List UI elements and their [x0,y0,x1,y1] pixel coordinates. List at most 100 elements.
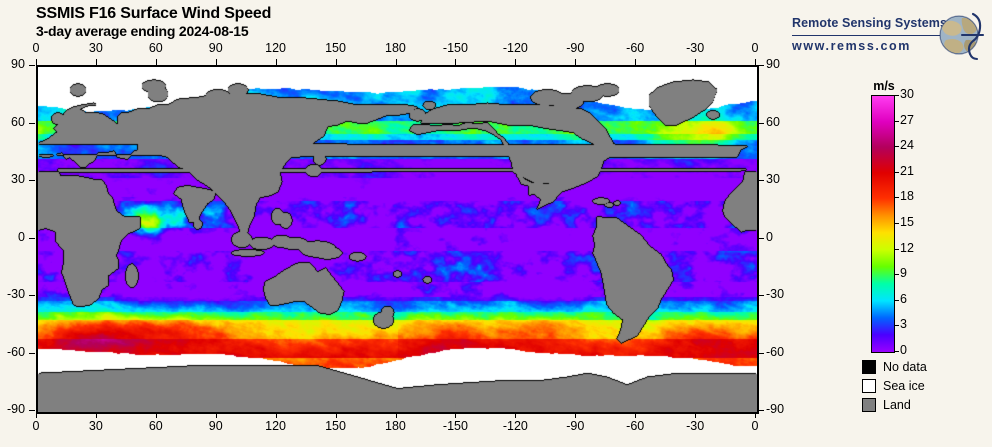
colorbar-tick [894,274,899,275]
lat-tick-left [29,123,35,124]
lon-tick-label-top: 0 [751,41,759,55]
logo-divider [792,35,940,36]
wind-speed-raster [38,67,757,412]
lon-tick-bottom [336,412,337,418]
lon-tick-bottom [515,412,516,418]
colorbar-tick-label: 0 [900,343,907,357]
lon-tick-label-bottom: -90 [566,419,585,433]
lon-tick-label-top: -30 [686,41,705,55]
colorbar [871,95,895,353]
colorbar-tick [894,351,899,352]
colorbar-tick-label: 21 [900,163,914,178]
lon-tick-label-bottom: 0 [32,419,40,433]
legend-swatch [862,378,876,393]
colorbar-tick-label: 24 [900,138,914,153]
lon-tick-bottom [635,412,636,418]
lon-tick-top [336,59,337,65]
colorbar-tick [894,95,899,96]
lon-tick-bottom [396,412,397,418]
colorbar-tick [894,197,899,198]
lon-tick-bottom [156,412,157,418]
lon-tick-label-top: -60 [626,41,645,55]
lon-tick-label-bottom: 180 [385,419,406,433]
page-title: SSMIS F16 Surface Wind Speed [36,5,272,22]
lat-tick-label-right: -30 [766,287,785,301]
lon-tick-label-bottom: 150 [325,419,346,433]
lon-tick-label-top: -150 [442,41,468,55]
lon-tick-label-bottom: -150 [442,419,468,433]
colorbar-tick-label: 9 [900,266,907,281]
lat-tick-right [758,353,764,354]
lon-tick-label-top: 180 [385,41,406,55]
lon-tick-bottom [96,412,97,418]
colorbar-unit-label: m/s [873,79,895,93]
colorbar-tick-label: 30 [900,87,914,101]
logo-company-name: Remote Sensing Systems [792,16,948,30]
lat-tick-left [29,295,35,296]
colorbar-tick [894,300,899,301]
lat-tick-label-left: 90 [11,57,25,71]
lat-tick-label-left: -30 [7,287,26,301]
lon-tick-bottom [695,412,696,418]
lon-tick-bottom [455,412,456,418]
lat-tick-right [758,238,764,239]
lat-tick-right [758,123,764,124]
legend-label: Sea ice [883,378,925,393]
colorbar-tick [894,249,899,250]
lon-tick-top [695,59,696,65]
legend-swatch [862,359,876,374]
legend-label: Land [883,397,911,412]
lon-tick-label-bottom: 30 [88,419,103,433]
lon-tick-top [396,59,397,65]
lat-tick-label-right: 90 [766,57,780,71]
lon-tick-top [36,59,37,65]
colorbar-tick [894,121,899,122]
lat-tick-right [758,65,764,66]
lon-tick-label-top: -120 [502,41,528,55]
wind-speed-map[interactable] [36,65,759,414]
colorbar-tick-label: 15 [900,215,914,229]
lat-tick-label-left: -60 [7,344,26,359]
lon-tick-label-bottom: -120 [502,419,528,433]
legend-item: Sea ice [862,376,927,395]
lon-tick-top [156,59,157,65]
colorbar-tick-label: 6 [900,291,907,306]
lon-tick-label-bottom: 120 [265,419,287,433]
lon-tick-label-bottom: -30 [686,419,705,433]
lat-tick-label-left: 60 [11,114,25,129]
lat-tick-left [29,410,35,411]
colorbar-tick-label: 12 [900,240,914,255]
lat-tick-right [758,410,764,411]
lat-tick-label-left: 0 [18,229,25,244]
legend-item: No data [862,357,927,376]
colorbar-tick [894,172,899,173]
lat-tick-right [758,180,764,181]
lon-tick-label-bottom: 90 [208,419,223,433]
globe-icon [939,12,985,61]
lon-tick-bottom [755,412,756,418]
legend-label: No data [883,359,927,374]
lon-tick-label-top: 150 [325,41,346,55]
lon-tick-label-bottom: 60 [148,419,163,433]
lat-tick-label-right: -60 [766,344,785,359]
lat-tick-left [29,238,35,239]
colorbar-tick [894,223,899,224]
remss-logo[interactable]: Remote Sensing Systems www.remss.com [792,8,988,62]
lat-tick-label-left: -90 [7,402,26,416]
lon-tick-label-bottom: -60 [626,419,645,433]
lon-tick-top [755,59,756,65]
lon-tick-top [216,59,217,65]
lat-tick-label-left: 30 [11,172,25,186]
lat-tick-right [758,295,764,296]
map-legend: No data Sea ice Land [862,357,927,414]
lon-tick-bottom [36,412,37,418]
colorbar-tick-label: 3 [900,317,907,332]
lon-tick-bottom [276,412,277,418]
lat-tick-left [29,353,35,354]
lon-tick-bottom [575,412,576,418]
colorbar-tick-label: 27 [900,112,914,127]
lat-tick-label-right: 60 [766,114,780,129]
lat-tick-left [29,180,35,181]
lat-tick-label-right: -90 [766,402,785,416]
logo-website: www.remss.com [792,39,911,53]
